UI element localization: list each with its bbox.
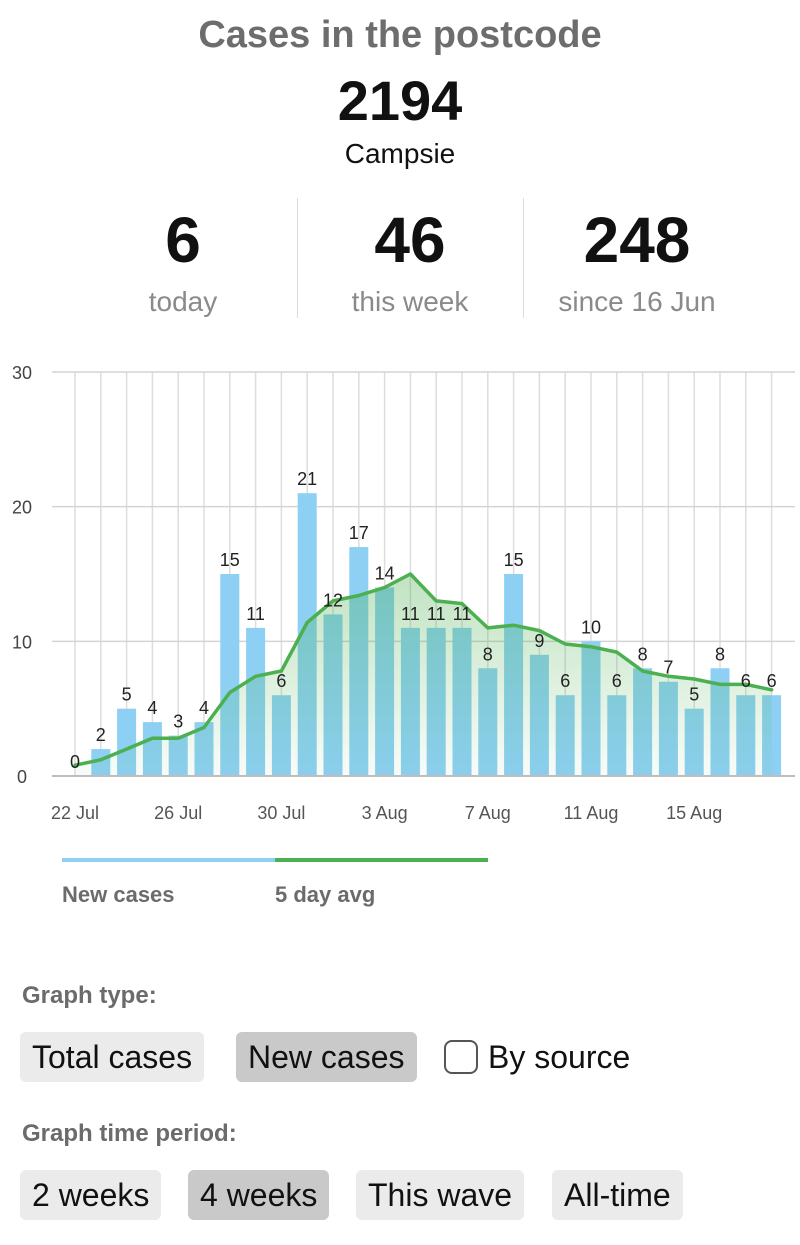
- x-tick-label: 7 Aug: [465, 803, 511, 823]
- bar-value-label: 5: [689, 685, 699, 705]
- bar-value-label: 7: [663, 658, 673, 678]
- y-tick-label: 0: [17, 767, 27, 787]
- period-all-time-button[interactable]: All-time: [552, 1170, 683, 1220]
- y-tick-label: 20: [12, 498, 32, 518]
- bar-value-label: 11: [246, 604, 265, 624]
- x-tick-label: 22 Jul: [51, 803, 99, 823]
- avg-line: [73, 572, 774, 767]
- y-tick-label: 10: [12, 632, 32, 652]
- bar-value-label: 5: [122, 685, 132, 705]
- legend-swatch: [62, 858, 275, 862]
- suburb-name: Campsie: [344, 138, 456, 169]
- bar-value-label: 6: [767, 671, 777, 691]
- stat-since: 248 since 16 Jun: [524, 198, 750, 318]
- graph-type-label: Graph type:: [22, 982, 157, 1009]
- bar-value-label: 14: [375, 563, 395, 583]
- bar-value-label: 8: [483, 644, 493, 664]
- bar-value-label: 15: [220, 550, 240, 570]
- period-2-weeks-button[interactable]: 2 weeks: [20, 1170, 162, 1220]
- graph-type-controls: Total cases New cases By source: [20, 1032, 760, 1084]
- y-tick-label: 30: [12, 363, 32, 383]
- bar-value-label: 8: [638, 644, 648, 664]
- bar-value-label: 15: [504, 550, 524, 570]
- bar-value-label: 4: [147, 698, 157, 718]
- total-cases-button[interactable]: Total cases: [20, 1032, 205, 1082]
- avg-area: [75, 574, 772, 776]
- graph-period-label: Graph time period:: [22, 1120, 237, 1147]
- bar-value-label: 3: [173, 712, 183, 732]
- page-title: Cases in the postcode: [198, 14, 602, 56]
- stat-week-value: 46: [374, 204, 446, 276]
- bar-value-label: 6: [560, 671, 570, 691]
- legend-item-new-cases[interactable]: New cases: [62, 858, 275, 918]
- bar-value-label: 9: [534, 631, 544, 651]
- bar-value-label: 10: [581, 617, 601, 637]
- x-tick-label: 26 Jul: [154, 803, 202, 823]
- bar-value-label: 0: [70, 752, 80, 772]
- bar-value-label: 11: [401, 604, 420, 624]
- period-4-weeks-button[interactable]: 4 weeks: [188, 1170, 330, 1220]
- legend-label: New cases: [62, 882, 175, 907]
- bar-value-label: 12: [323, 590, 343, 610]
- by-source-toggle[interactable]: By source: [444, 1032, 630, 1082]
- graph-period-controls: 2 weeks 4 weeks This wave All-time: [20, 1170, 760, 1222]
- postcode-value: 2194: [337, 69, 463, 132]
- by-source-label: By source: [488, 1039, 631, 1075]
- stat-since-value: 248: [583, 204, 691, 276]
- bar-value-label: 2: [96, 725, 106, 745]
- stat-divider: [523, 198, 524, 318]
- bar-value-label: 11: [427, 604, 446, 624]
- stat-today: 6 today: [70, 198, 296, 318]
- legend-swatch: [275, 858, 488, 862]
- bar-value-label: 21: [297, 469, 317, 489]
- bar-value-label: 17: [349, 523, 369, 543]
- x-tick-label: 3 Aug: [362, 803, 408, 823]
- stats-summary: 6 today 46 this week 248 since 16 Jun: [70, 198, 750, 318]
- bar-value-label: 6: [276, 671, 286, 691]
- x-tick-label: 11 Aug: [564, 803, 619, 823]
- chart-legend: New cases 5 day avg: [62, 858, 492, 918]
- stat-since-label: since 16 Jun: [558, 286, 716, 317]
- legend-item-5-day-avg[interactable]: 5 day avg: [275, 858, 488, 918]
- bar-value-label: 11: [453, 604, 472, 624]
- bar-value-label: 4: [199, 698, 209, 718]
- stat-today-label: today: [148, 286, 218, 317]
- x-tick-label: 30 Jul: [257, 803, 305, 823]
- new-cases-button[interactable]: New cases: [236, 1032, 417, 1082]
- stat-week-label: this week: [351, 286, 469, 317]
- x-tick-label: 15 Aug: [666, 803, 722, 823]
- bar-value-label: 6: [612, 671, 622, 691]
- stat-divider: [297, 198, 298, 318]
- period-this-wave-button[interactable]: This wave: [356, 1170, 525, 1220]
- legend-label: 5 day avg: [275, 882, 376, 907]
- bar-value-label: 8: [715, 644, 725, 664]
- by-source-checkbox[interactable]: [444, 1039, 478, 1074]
- bar-value-label: 6: [741, 671, 751, 691]
- stat-today-value: 6: [165, 204, 201, 276]
- stat-week: 46 this week: [297, 198, 523, 318]
